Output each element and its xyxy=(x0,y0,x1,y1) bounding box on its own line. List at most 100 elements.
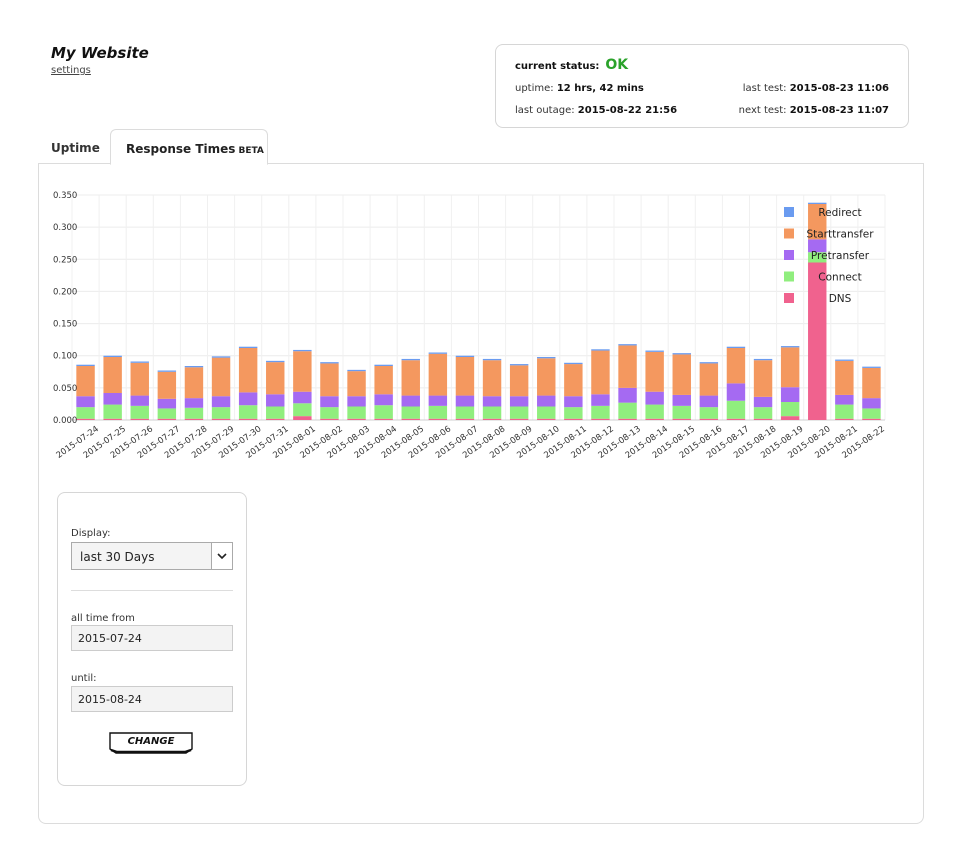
bar-segment-redirect xyxy=(835,359,854,361)
beta-badge: BETA xyxy=(238,146,264,156)
bar-segment-dns xyxy=(780,416,800,420)
bar-segment-pretransfer xyxy=(835,394,854,405)
bar-segment-redirect xyxy=(211,356,231,358)
display-select-value: last 30 Days xyxy=(80,550,155,564)
bar-segment-starttransfer xyxy=(320,363,339,397)
bar-segment-pretransfer xyxy=(509,396,529,407)
response-time-chart: 0.000 0.050 0.100 0.150 0.200 0.250 0.300 0.350… xyxy=(53,191,887,461)
bar-segment-starttransfer xyxy=(130,362,149,396)
tab-response-times[interactable]: Response Times BETA xyxy=(110,129,268,165)
bar-segment-pretransfer xyxy=(184,398,204,408)
bar-segment-connect xyxy=(76,407,95,419)
from-label: all time from xyxy=(71,613,135,624)
bar-segment-starttransfer xyxy=(699,363,719,396)
bar-segment-starttransfer xyxy=(266,362,285,395)
bar-segment-pretransfer xyxy=(780,387,800,402)
bar-segment-dns xyxy=(564,418,583,420)
bar-segment-connect xyxy=(103,404,122,419)
last-outage-value: 2015-08-22 21:56 xyxy=(577,105,678,116)
legend-swatch-redirect xyxy=(784,207,794,217)
bar-segment-redirect xyxy=(537,357,556,359)
bar-segment-connect xyxy=(374,405,393,419)
bar-segment-redirect xyxy=(320,362,339,364)
bar-segment-connect xyxy=(238,405,258,419)
bar-segment-pretransfer xyxy=(753,396,773,408)
bar-segment-pretransfer xyxy=(130,395,149,406)
bar-segment-redirect xyxy=(103,355,122,357)
bar-segment-starttransfer xyxy=(618,345,637,388)
bar-segment-pretransfer xyxy=(455,395,475,407)
bar-segment-redirect xyxy=(645,350,664,352)
bar-segment-pretransfer xyxy=(618,387,637,403)
y-tick-label: 0.100 xyxy=(53,352,77,362)
bar-segment-pretransfer xyxy=(564,396,583,408)
change-button[interactable]: CHANGE xyxy=(108,731,194,755)
bar-segment-connect xyxy=(428,405,448,419)
bar-segment-dns xyxy=(293,416,312,420)
legend-swatch-starttransfer xyxy=(784,228,794,239)
last-test-value: 2015-08-23 11:06 xyxy=(789,83,889,94)
bar-segment-connect xyxy=(537,406,556,419)
bar-segment-starttransfer xyxy=(347,371,366,397)
bar-segment-starttransfer xyxy=(564,364,583,397)
bar-segment-pretransfer xyxy=(238,392,258,406)
bar-segment-starttransfer xyxy=(401,360,420,396)
bar-segment-redirect xyxy=(753,358,773,361)
bar-segment-dns xyxy=(76,418,95,420)
bar-segment-pretransfer xyxy=(862,398,881,409)
bar-segment-dns xyxy=(726,418,746,420)
bar-segment-starttransfer xyxy=(780,347,800,388)
bar-segment-starttransfer xyxy=(726,348,746,384)
bar-segment-redirect xyxy=(184,366,204,368)
last-test-row: last test: 2015-08-23 11:06 xyxy=(743,83,889,94)
bar-segment-starttransfer xyxy=(645,351,664,392)
y-tick-label: 0.300 xyxy=(53,223,77,233)
y-tick-label: 0.250 xyxy=(53,255,77,265)
legend-swatch-dns xyxy=(784,293,794,303)
status-ok-value: OK xyxy=(605,57,629,73)
bar-segment-starttransfer xyxy=(672,354,691,395)
bar-segment-pretransfer xyxy=(103,393,122,405)
bar-segment-starttransfer xyxy=(157,371,177,399)
bar-segment-connect xyxy=(509,406,529,419)
y-tick-label: 0.350 xyxy=(53,191,77,201)
bar-segment-connect xyxy=(293,403,312,417)
bar-segment-pretransfer xyxy=(726,383,746,401)
bar-segment-pretransfer xyxy=(645,391,664,405)
bar-segment-connect xyxy=(347,406,366,419)
bar-segment-starttransfer xyxy=(374,366,393,395)
bar-segment-starttransfer xyxy=(537,358,556,396)
tabs-divider xyxy=(38,163,924,164)
bar-segment-connect xyxy=(455,406,475,419)
bar-segment-pretransfer xyxy=(347,396,366,407)
bar-segment-connect xyxy=(808,252,827,263)
bar-segment-dns xyxy=(645,418,664,420)
bar-segment-connect xyxy=(862,408,881,419)
last-test-label: last test: xyxy=(742,83,787,94)
bar-segment-redirect xyxy=(157,370,177,372)
bar-segment-connect xyxy=(130,405,149,419)
bar-segment-connect xyxy=(591,405,610,419)
bar-segment-pretransfer xyxy=(211,396,231,408)
y-tick-label: 0.000 xyxy=(53,416,77,426)
bar-segment-pretransfer xyxy=(401,395,420,407)
form-divider xyxy=(71,590,233,591)
response-times-panel xyxy=(38,164,924,824)
bar-segment-dns xyxy=(753,418,773,420)
bar-segment-redirect xyxy=(293,349,312,352)
bar-segment-connect xyxy=(835,404,854,419)
bar-segment-connect xyxy=(699,407,719,419)
bar-segment-pretransfer xyxy=(428,395,448,406)
settings-link[interactable]: settings xyxy=(51,65,91,76)
bar-segment-redirect xyxy=(808,202,827,204)
chevron-down-icon[interactable] xyxy=(211,543,232,569)
display-select[interactable]: last 30 Days xyxy=(71,542,233,570)
bar-segment-dns xyxy=(347,418,366,420)
from-date-input[interactable]: 2015-07-24 xyxy=(71,625,233,651)
until-date-input[interactable]: 2015-08-24 xyxy=(71,686,233,712)
bar-segment-redirect xyxy=(564,362,583,365)
bar-segment-starttransfer xyxy=(211,357,231,397)
tab-uptime[interactable]: Uptime xyxy=(51,141,100,155)
bar-segment-connect xyxy=(320,407,339,419)
bar-segment-dns xyxy=(401,418,420,420)
